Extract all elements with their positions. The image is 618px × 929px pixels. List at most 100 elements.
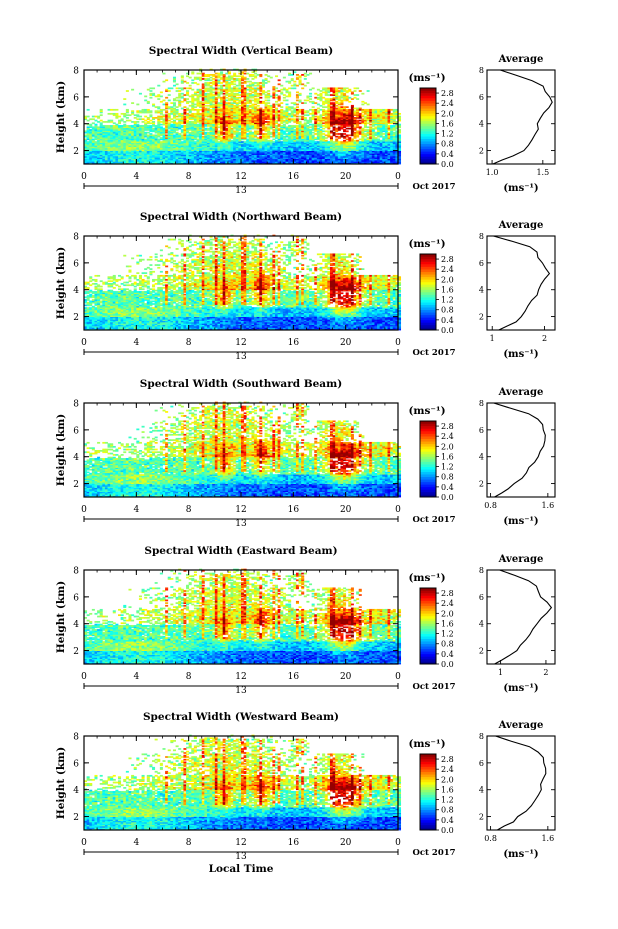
heatmap-cell	[261, 151, 265, 154]
heatmap-cell	[243, 82, 247, 84]
heatmap-cell	[261, 129, 265, 131]
heatmap-cell	[175, 147, 179, 150]
heatmap-cell	[259, 96, 263, 99]
heatmap-cell	[248, 142, 252, 145]
heatmap-cell	[264, 79, 268, 82]
heatmap-cell	[204, 159, 208, 162]
heatmap-cell	[125, 141, 129, 143]
heatmap-cell	[212, 133, 216, 135]
heatmap-cell	[89, 141, 93, 143]
heatmap-cell	[209, 76, 213, 79]
heatmap-cell	[227, 119, 231, 122]
heatmap-cell	[227, 71, 231, 74]
heatmap-cell	[261, 143, 265, 146]
heatmap-cell	[157, 135, 161, 138]
heatmap-cell	[282, 150, 286, 153]
heatmap-cell	[220, 76, 224, 79]
heatmap-cell	[267, 146, 271, 149]
heatmap-cell	[118, 121, 122, 123]
heatmap-cell	[170, 133, 174, 135]
heatmap-cell	[128, 114, 132, 117]
heatmap-cell	[212, 154, 216, 157]
heatmap-cell	[275, 127, 279, 130]
heatmap-cell	[214, 117, 218, 119]
heatmap-cell	[267, 80, 271, 83]
heatmap-cell	[222, 76, 226, 79]
heatmap-cell	[94, 159, 98, 162]
heatmap-cell	[235, 154, 239, 157]
heatmap-cell	[149, 134, 153, 137]
heatmap-cell	[196, 90, 200, 92]
heatmap-cell	[128, 157, 132, 160]
heatmap-cell	[227, 112, 231, 115]
heatmap-cell	[254, 157, 258, 160]
heatmap-cell	[241, 111, 245, 114]
heatmap-cell	[259, 161, 263, 164]
heatmap-cell	[186, 98, 190, 100]
heatmap-cell	[209, 146, 213, 149]
heatmap-cell	[191, 161, 195, 164]
heatmap-cell	[288, 145, 292, 147]
heatmap-cell	[115, 157, 119, 160]
heatmap-cell	[238, 87, 242, 90]
heatmap-cell	[259, 118, 263, 121]
heatmap-cell	[199, 133, 203, 135]
heatmap-cell	[193, 135, 197, 138]
heatmap-cell	[128, 135, 132, 138]
heatmap-cell	[206, 147, 210, 150]
heatmap-cell	[248, 123, 252, 126]
heatmap-cell	[91, 146, 95, 149]
heatmap-cell	[222, 102, 226, 104]
heatmap-cell	[118, 149, 122, 151]
heatmap-cell	[285, 119, 289, 122]
heatmap-cell	[259, 153, 263, 155]
heatmap-cell	[209, 142, 213, 145]
heatmap-cell	[94, 141, 98, 143]
heatmap-cell	[254, 143, 258, 146]
heatmap-cell	[180, 161, 184, 164]
heatmap-cell	[199, 123, 203, 126]
heatmap-cell	[285, 91, 289, 94]
heatmap-cell	[172, 123, 176, 126]
heatmap-cell	[183, 141, 187, 143]
heatmap-cell	[238, 119, 242, 122]
heatmap-cell	[99, 138, 103, 141]
heatmap-cell	[282, 145, 286, 147]
heatmap-cell	[152, 146, 156, 149]
heatmap-cell	[115, 134, 119, 137]
heatmap-cell	[267, 108, 271, 111]
heatmap-cell	[235, 134, 239, 137]
heatmap-cell	[282, 141, 286, 143]
heatmap-cell	[251, 121, 255, 123]
heatmap-cell	[225, 107, 229, 110]
heatmap-cell	[222, 103, 226, 106]
heatmap-cell	[248, 131, 252, 134]
heatmap-cell	[183, 149, 187, 151]
heatmap-cell	[118, 130, 122, 133]
heatmap-cell	[285, 129, 289, 131]
heatmap-cell	[238, 79, 242, 82]
heatmap-cell	[212, 155, 216, 158]
heatmap-cell	[288, 114, 292, 117]
heatmap-cell	[136, 126, 140, 129]
heatmap-cell	[214, 145, 218, 147]
heatmap-cell	[280, 138, 284, 141]
heatmap-cell	[288, 141, 292, 143]
heatmap-cell	[353, 107, 357, 110]
heatmap-cell	[222, 98, 226, 100]
heatmap-cell	[217, 131, 221, 134]
heatmap-cell	[104, 139, 108, 142]
heatmap-cell	[251, 96, 255, 99]
heatmap-cell	[322, 87, 326, 90]
heatmap-cell	[152, 117, 156, 119]
heatmap-cell	[282, 149, 286, 151]
heatmap-cell	[193, 117, 197, 119]
heatmap-cell	[225, 127, 229, 130]
heatmap-cell	[131, 135, 135, 138]
heatmap-cell	[217, 145, 221, 147]
heatmap-cell	[230, 143, 234, 146]
heatmap-cell	[235, 104, 239, 107]
heatmap-cell	[86, 130, 90, 133]
heatmap-cell	[264, 150, 268, 153]
heatmap-cell	[264, 130, 268, 133]
